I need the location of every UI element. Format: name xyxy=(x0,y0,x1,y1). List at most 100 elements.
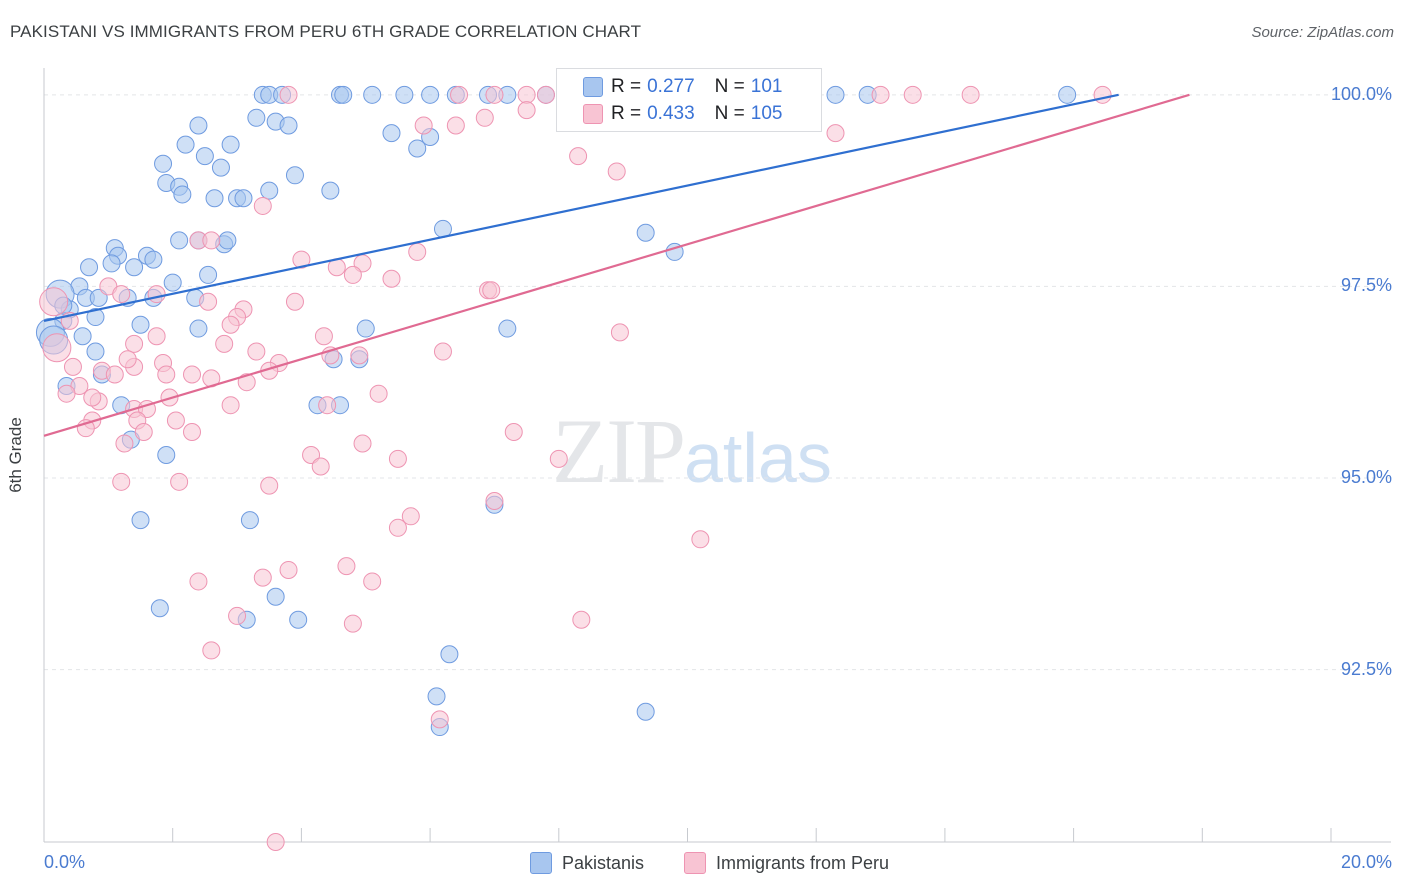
point-pakistanis xyxy=(157,446,176,464)
point-peru xyxy=(369,384,388,403)
bottom-legend-swatch-peru xyxy=(684,852,706,874)
point-peru xyxy=(536,85,555,104)
point-pakistanis xyxy=(234,189,253,208)
point-pakistanis xyxy=(260,181,279,200)
point-peru xyxy=(237,373,256,392)
point-peru xyxy=(39,287,69,317)
point-pakistanis xyxy=(170,231,189,250)
point-pakistanis xyxy=(289,610,308,629)
point-peru xyxy=(311,457,330,476)
point-peru xyxy=(202,641,221,660)
bottom-legend-label-pakistanis: Pakistanis xyxy=(562,852,645,873)
point-pakistanis xyxy=(189,116,208,135)
point-pakistanis xyxy=(80,258,99,277)
axes xyxy=(43,68,1391,843)
point-peru xyxy=(42,333,72,363)
point-pakistanis xyxy=(199,265,218,284)
point-pakistanis xyxy=(150,599,169,618)
point-peru xyxy=(199,292,218,311)
point-pakistanis xyxy=(218,231,237,250)
point-peru xyxy=(475,108,494,127)
point-pakistanis xyxy=(247,108,266,127)
point-peru xyxy=(279,560,298,579)
watermark-atlas: atlas xyxy=(684,419,832,497)
point-peru xyxy=(401,507,420,526)
point-peru xyxy=(247,342,266,361)
legend-n-label: N = xyxy=(714,76,745,97)
point-peru xyxy=(215,334,234,353)
point-peru xyxy=(83,388,102,407)
point-peru xyxy=(446,116,465,135)
point-pakistanis xyxy=(382,124,401,143)
point-pakistanis xyxy=(205,189,224,208)
point-peru xyxy=(408,242,427,261)
trend-line-pakistanis xyxy=(43,93,1119,322)
point-peru xyxy=(112,285,131,304)
point-peru xyxy=(253,196,272,215)
point-peru xyxy=(314,327,333,346)
point-peru xyxy=(610,323,629,342)
point-peru xyxy=(105,365,124,384)
point-peru xyxy=(353,434,372,453)
watermark: ZIPatlas xyxy=(552,398,832,504)
point-peru xyxy=(221,396,240,415)
point-peru xyxy=(292,250,311,269)
point-peru xyxy=(382,269,401,288)
point-pakistanis xyxy=(1058,85,1077,104)
point-peru xyxy=(170,472,189,491)
point-pakistanis xyxy=(636,702,655,721)
point-pakistanis xyxy=(86,342,105,361)
point-peru xyxy=(433,342,452,361)
point-peru xyxy=(517,85,536,104)
point-peru xyxy=(183,423,202,442)
series-pakistanis xyxy=(35,85,1077,737)
point-peru xyxy=(363,572,382,591)
point-peru xyxy=(504,423,523,442)
legend-row-pakistanis: R = 0.277 N = 101 xyxy=(583,75,782,99)
point-peru xyxy=(260,476,279,495)
point-pakistanis xyxy=(285,166,304,185)
point-peru xyxy=(147,327,166,346)
legend-n-value: 101 xyxy=(750,76,783,97)
point-peru xyxy=(115,434,134,453)
point-pakistanis xyxy=(440,645,459,664)
point-peru xyxy=(63,357,82,376)
point-pakistanis xyxy=(266,587,285,606)
point-pakistanis xyxy=(154,154,173,173)
series-peru xyxy=(39,85,1112,851)
point-peru xyxy=(388,518,407,537)
point-peru xyxy=(118,350,137,369)
point-peru xyxy=(691,530,710,549)
point-peru xyxy=(134,423,153,442)
point-peru xyxy=(388,449,407,468)
point-peru xyxy=(569,147,588,166)
legend-swatch-peru xyxy=(583,104,603,124)
point-peru xyxy=(337,557,356,576)
point-peru xyxy=(157,365,176,384)
point-peru xyxy=(253,568,272,587)
point-peru xyxy=(343,265,362,284)
point-pakistanis xyxy=(395,85,414,104)
point-pakistanis xyxy=(173,185,192,204)
legend-r-label: R = xyxy=(611,76,642,97)
point-pakistanis xyxy=(826,85,845,104)
point-pakistanis xyxy=(125,258,144,277)
y-tick-label: 100.0% xyxy=(1330,83,1392,104)
y-tick-label: 92.5% xyxy=(1340,658,1392,679)
point-pakistanis xyxy=(636,223,655,242)
point-peru xyxy=(228,606,247,625)
point-pakistanis xyxy=(176,135,195,154)
y-tick-label: 97.5% xyxy=(1340,275,1392,296)
point-peru xyxy=(147,285,166,304)
point-pakistanis xyxy=(221,135,240,154)
point-pakistanis xyxy=(279,116,298,135)
point-pakistanis xyxy=(102,254,121,273)
point-pakistanis xyxy=(421,85,440,104)
chart-title: PAKISTANI VS IMMIGRANTS FROM PERU 6TH GR… xyxy=(10,22,642,41)
point-peru xyxy=(343,614,362,633)
point-pakistanis xyxy=(89,288,108,307)
point-pakistanis xyxy=(131,511,150,530)
point-pakistanis xyxy=(195,147,214,166)
point-peru xyxy=(189,572,208,591)
